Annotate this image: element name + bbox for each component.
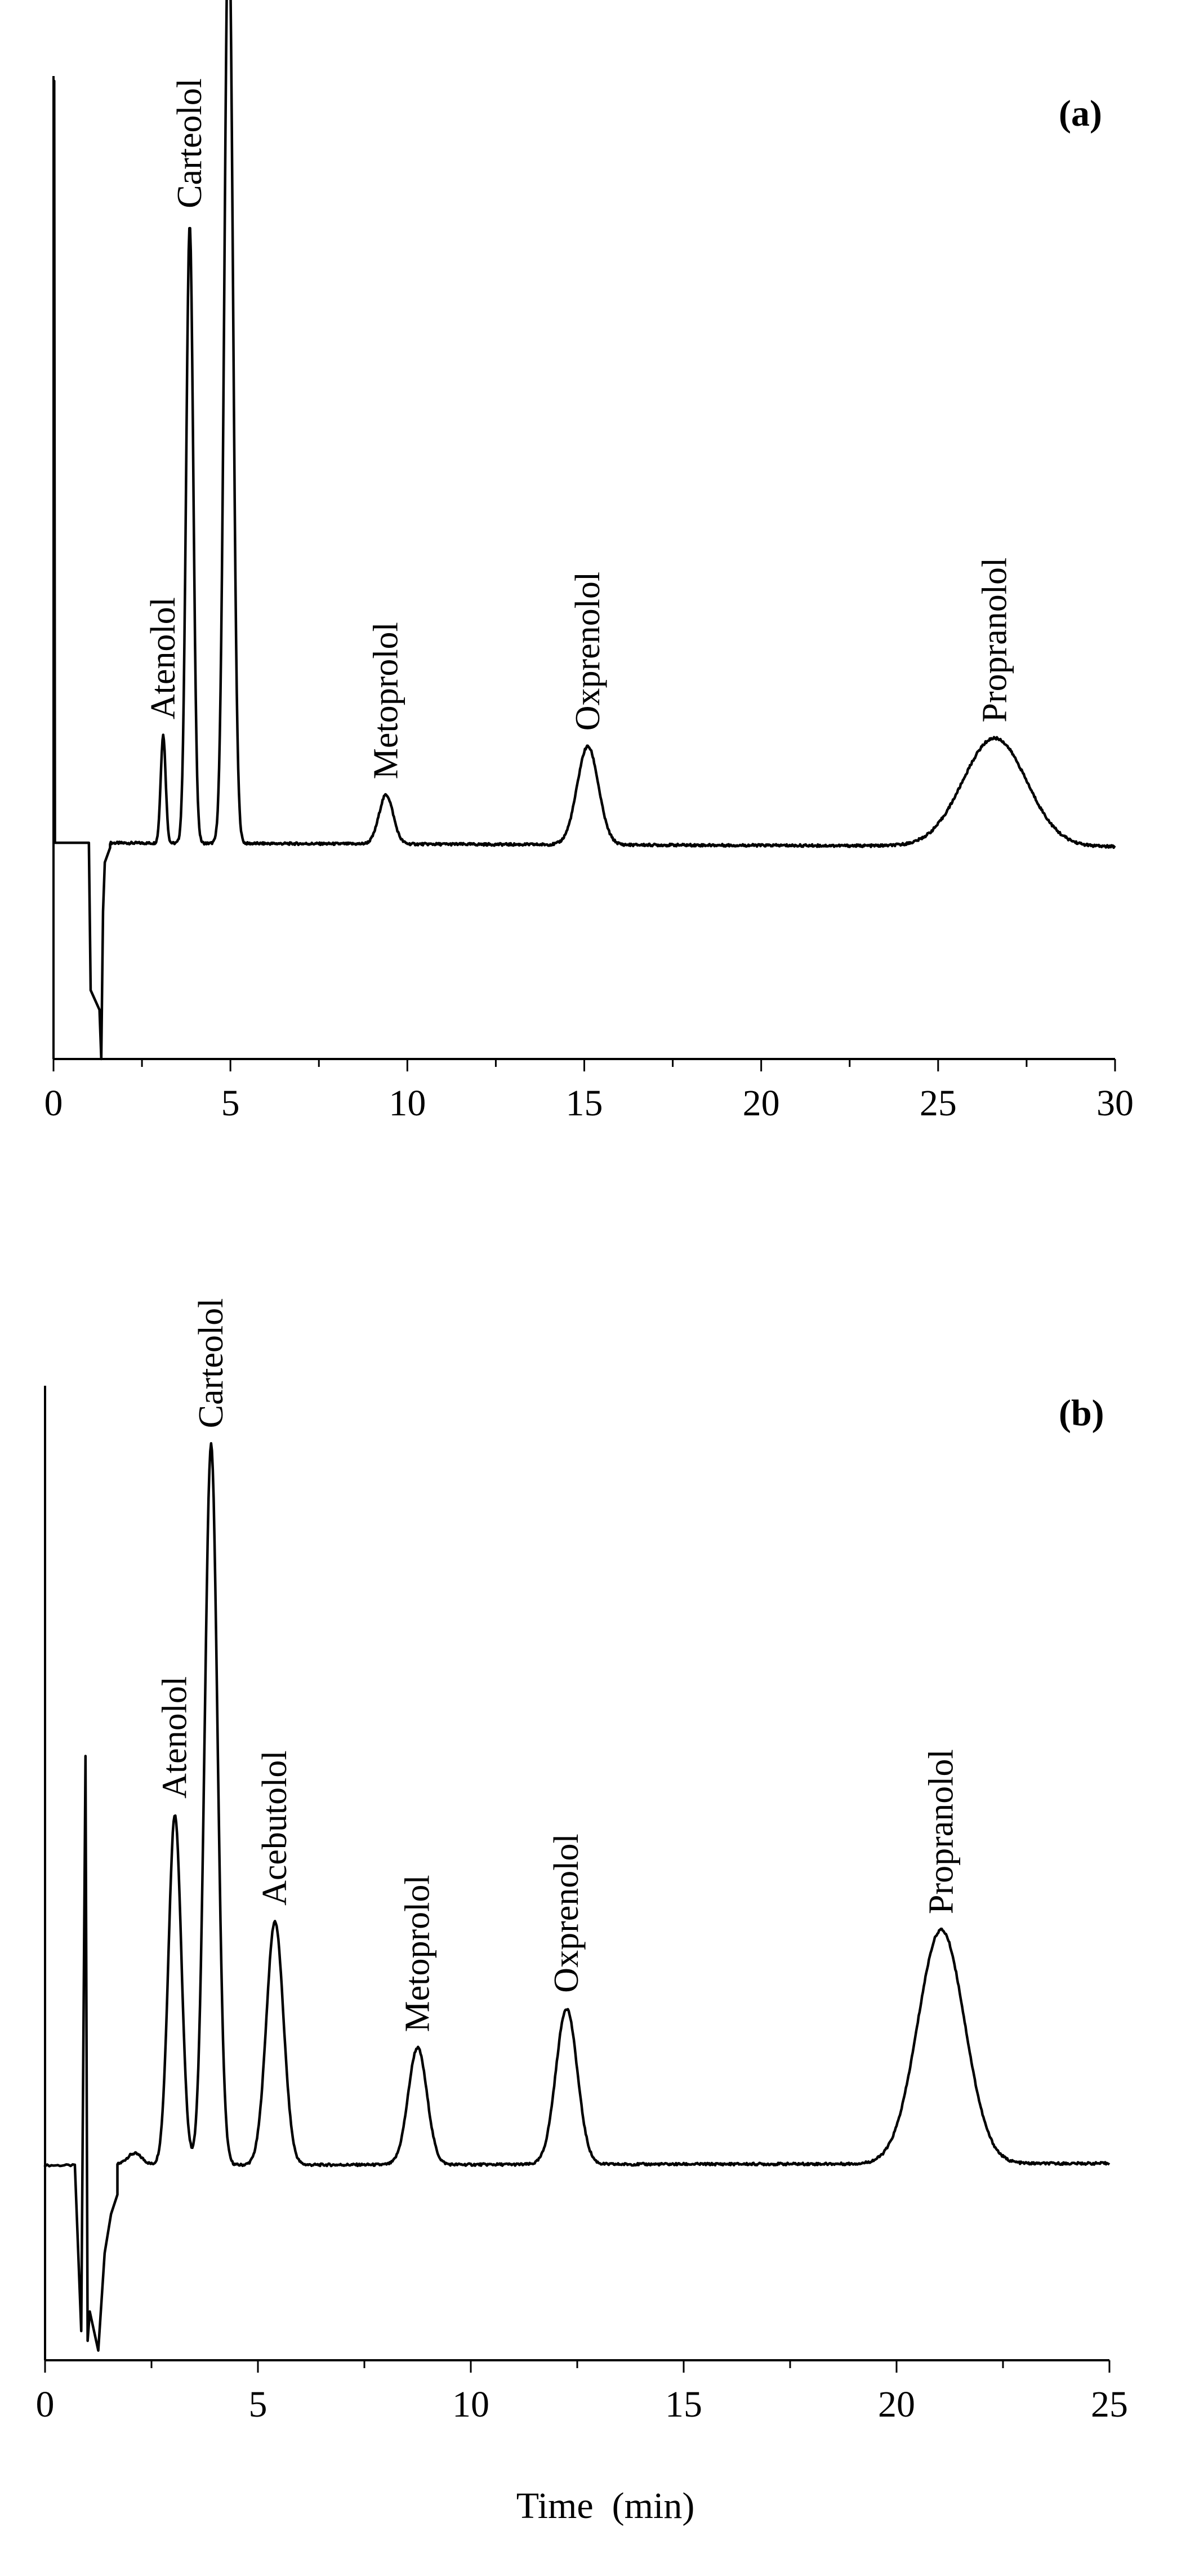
- panel-label-a: (a): [1059, 93, 1102, 134]
- x-tick-label: 20: [743, 1083, 780, 1124]
- chromatogram-trace-a: [53, 0, 1116, 1061]
- x-tick-label: 25: [1091, 2384, 1128, 2425]
- peak-label-atenolol: Atenolol: [156, 1676, 194, 1799]
- peak-label-carteolol: Carteolol: [171, 78, 209, 208]
- peak-label-oxprenolol: Oxprenolol: [547, 1834, 586, 1992]
- peak-label-propranolol: Propranolol: [922, 1749, 960, 1914]
- peak-label-oxprenolol: Oxprenolol: [569, 572, 607, 731]
- peak-labels-a: AtenololCarteololAcebutololMetoprololOxp…: [144, 78, 1014, 779]
- x-axis-title: Time (min): [516, 2485, 695, 2526]
- x-tick-label: 25: [920, 1083, 957, 1124]
- peak-label-metoprolol: Metoprolol: [367, 622, 405, 779]
- x-tick-label: 30: [1096, 1083, 1134, 1124]
- peak-label-atenolol: Atenolol: [144, 597, 182, 719]
- peak-label-metoprolol: Metoprolol: [399, 1875, 437, 2032]
- chromatogram-trace-b: [43, 1442, 1111, 2352]
- x-tick-label: 0: [36, 2384, 55, 2425]
- x-tick-label: 10: [452, 2384, 489, 2425]
- panel-label-b: (b): [1059, 1392, 1104, 1434]
- x-tick-label: 20: [878, 2384, 915, 2425]
- x-tick-label: 15: [566, 1083, 603, 1124]
- peak-labels-b: Atenolol Carteolol Acebutolol Metoprolol Oxp…: [156, 1298, 961, 2032]
- x-tick-label: 0: [44, 1083, 63, 1124]
- x-tick-label: 5: [249, 2384, 268, 2425]
- x-tick-label: 5: [221, 1083, 240, 1124]
- peak-label-carteolol: Carteolol: [192, 1298, 230, 1429]
- peak-label-propranolol: Propranolol: [975, 558, 1014, 723]
- x-tick-label: 15: [665, 2384, 702, 2425]
- peak-label-acebutolol: Acebutolol: [256, 1750, 294, 1906]
- x-tick-label: 10: [389, 1083, 426, 1124]
- x-ticks-b: 0 5 10 15 20 25: [36, 2360, 1128, 2425]
- x-ticks-a: 0 5 10 15 20 25 30: [44, 1059, 1134, 1124]
- chromatogram-panel-b: (b) 0 5 10 15 20 25 Atenolol Carteolol Acebutol…: [36, 1298, 1129, 2526]
